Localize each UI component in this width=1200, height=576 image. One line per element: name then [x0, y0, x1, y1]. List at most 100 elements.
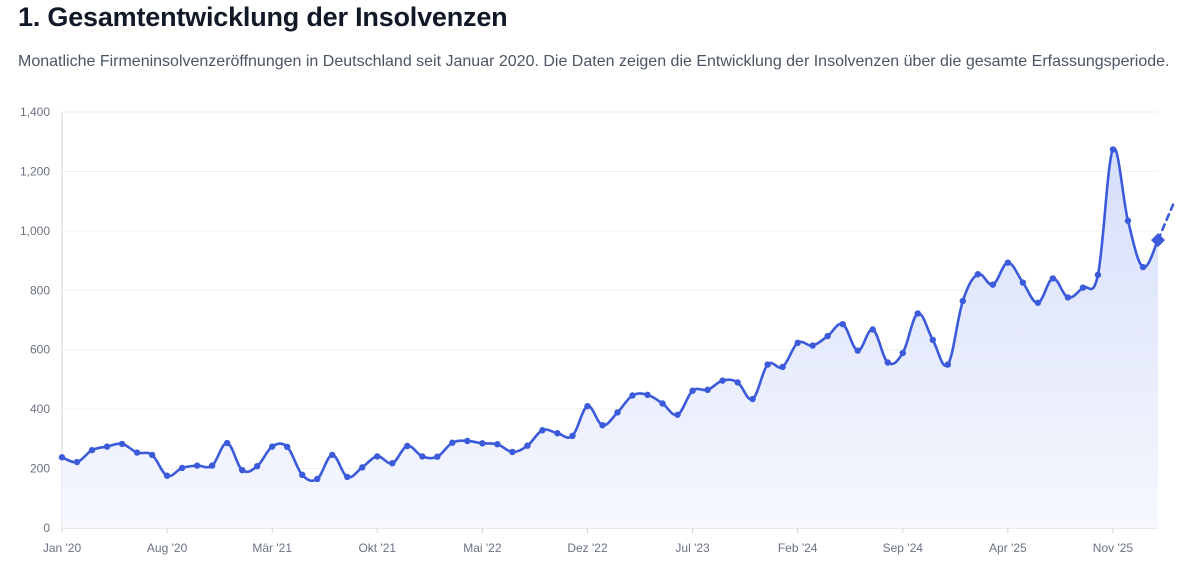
data-point[interactable] [854, 347, 861, 354]
page-subtitle: Monatliche Firmeninsolvenzeröffnungen in… [18, 53, 1170, 70]
y-tick-label: 400 [30, 402, 50, 416]
data-point[interactable] [1094, 271, 1102, 279]
data-point[interactable] [719, 377, 726, 384]
data-point[interactable] [133, 449, 141, 456]
data-point[interactable] [764, 361, 771, 368]
data-point[interactable] [944, 361, 952, 368]
data-point[interactable] [314, 475, 321, 483]
data-point[interactable] [1139, 263, 1147, 271]
tick-labels: 0 200 400 600 800 1,000 1,200 1,400 Jan '20 Aug '… [20, 105, 1133, 555]
data-point[interactable] [584, 402, 591, 410]
data-point[interactable] [434, 453, 441, 460]
data-point[interactable] [914, 310, 921, 317]
data-point[interactable] [329, 451, 336, 459]
data-point[interactable] [569, 432, 576, 440]
data-point[interactable] [749, 395, 756, 403]
data-point[interactable] [103, 443, 111, 450]
data-point[interactable] [118, 440, 126, 448]
data-point[interactable] [374, 453, 381, 460]
data-point[interactable] [1079, 284, 1087, 291]
y-tick-label: 800 [30, 283, 50, 297]
x-tick-label: Jan '20 [43, 541, 82, 555]
x-tick-label: Mai '22 [463, 541, 502, 555]
data-point[interactable] [284, 443, 291, 451]
y-tick-label: 600 [30, 343, 50, 357]
area-fill-shape [62, 148, 1158, 529]
y-tick-label: 1,200 [20, 164, 50, 178]
data-point[interactable] [809, 342, 816, 349]
x-tick-label: Dez '22 [567, 541, 608, 555]
x-tick-label: Jul '23 [675, 541, 710, 555]
data-point[interactable] [449, 439, 456, 446]
data-point[interactable] [509, 448, 516, 456]
data-point[interactable] [539, 427, 546, 434]
data-point[interactable] [884, 359, 891, 366]
data-point[interactable] [704, 386, 711, 394]
data-point[interactable] [869, 326, 876, 333]
data-point[interactable] [689, 387, 696, 394]
data-point[interactable] [193, 462, 201, 469]
area-fill [62, 148, 1158, 529]
data-point[interactable] [554, 430, 561, 437]
data-point[interactable] [1019, 279, 1027, 286]
data-point[interactable] [344, 473, 351, 481]
projection-line [1156, 203, 1175, 242]
data-point[interactable] [1004, 259, 1012, 266]
data-point[interactable] [614, 409, 621, 416]
data-point[interactable] [268, 443, 276, 450]
data-point[interactable] [73, 458, 81, 466]
x-tick-label: Nov '25 [1093, 541, 1134, 555]
data-point[interactable] [839, 320, 846, 328]
data-point[interactable] [734, 379, 741, 386]
data-point[interactable] [389, 460, 396, 467]
data-point[interactable] [674, 411, 681, 418]
data-point[interactable] [794, 339, 801, 347]
data-point[interactable] [629, 392, 636, 399]
data-point[interactable] [299, 471, 306, 479]
latest-data-point[interactable] [1151, 233, 1165, 248]
data-point[interactable] [88, 446, 96, 454]
x-tick-label: Sep '24 [883, 541, 924, 555]
y-tick-label: 1,400 [20, 105, 50, 119]
data-point[interactable] [824, 332, 831, 340]
data-point[interactable] [1034, 299, 1042, 306]
y-tick-label: 200 [30, 462, 50, 476]
data-point[interactable] [253, 462, 261, 470]
data-point[interactable] [974, 271, 982, 278]
x-tick-label: Apr '25 [989, 541, 1027, 555]
data-point[interactable] [238, 466, 246, 474]
data-point[interactable] [644, 391, 651, 399]
data-point[interactable] [1124, 217, 1132, 224]
x-tick-label: Okt '21 [358, 541, 396, 555]
data-point[interactable] [524, 442, 531, 449]
data-point[interactable] [929, 336, 936, 344]
data-point[interactable] [208, 462, 216, 469]
data-point[interactable] [599, 421, 606, 429]
data-point[interactable] [464, 437, 471, 445]
x-tick-label: Mär '21 [252, 541, 292, 555]
data-point[interactable] [419, 453, 426, 460]
data-point[interactable] [1064, 294, 1072, 301]
page-title: 1. Gesamtentwicklung der Insolvenzen [18, 2, 508, 32]
data-point[interactable] [494, 441, 501, 448]
data-point[interactable] [163, 472, 171, 479]
data-point[interactable] [989, 281, 997, 288]
data-point[interactable] [659, 400, 666, 407]
data-point[interactable] [223, 439, 231, 447]
data-point[interactable] [58, 454, 66, 461]
data-point[interactable] [479, 440, 486, 447]
data-point[interactable] [178, 464, 186, 472]
data-point[interactable] [404, 442, 411, 450]
x-tick-label: Feb '24 [778, 541, 818, 555]
data-point[interactable] [1109, 146, 1117, 153]
data-point[interactable] [959, 297, 967, 305]
data-points [58, 146, 1165, 483]
x-tick-label: Aug '20 [147, 541, 188, 555]
data-point[interactable] [779, 363, 786, 371]
data-point[interactable] [1049, 275, 1057, 282]
data-point[interactable] [148, 451, 156, 459]
data-point[interactable] [359, 464, 366, 471]
data-point[interactable] [899, 349, 906, 357]
y-tick-label: 1,000 [20, 224, 50, 238]
